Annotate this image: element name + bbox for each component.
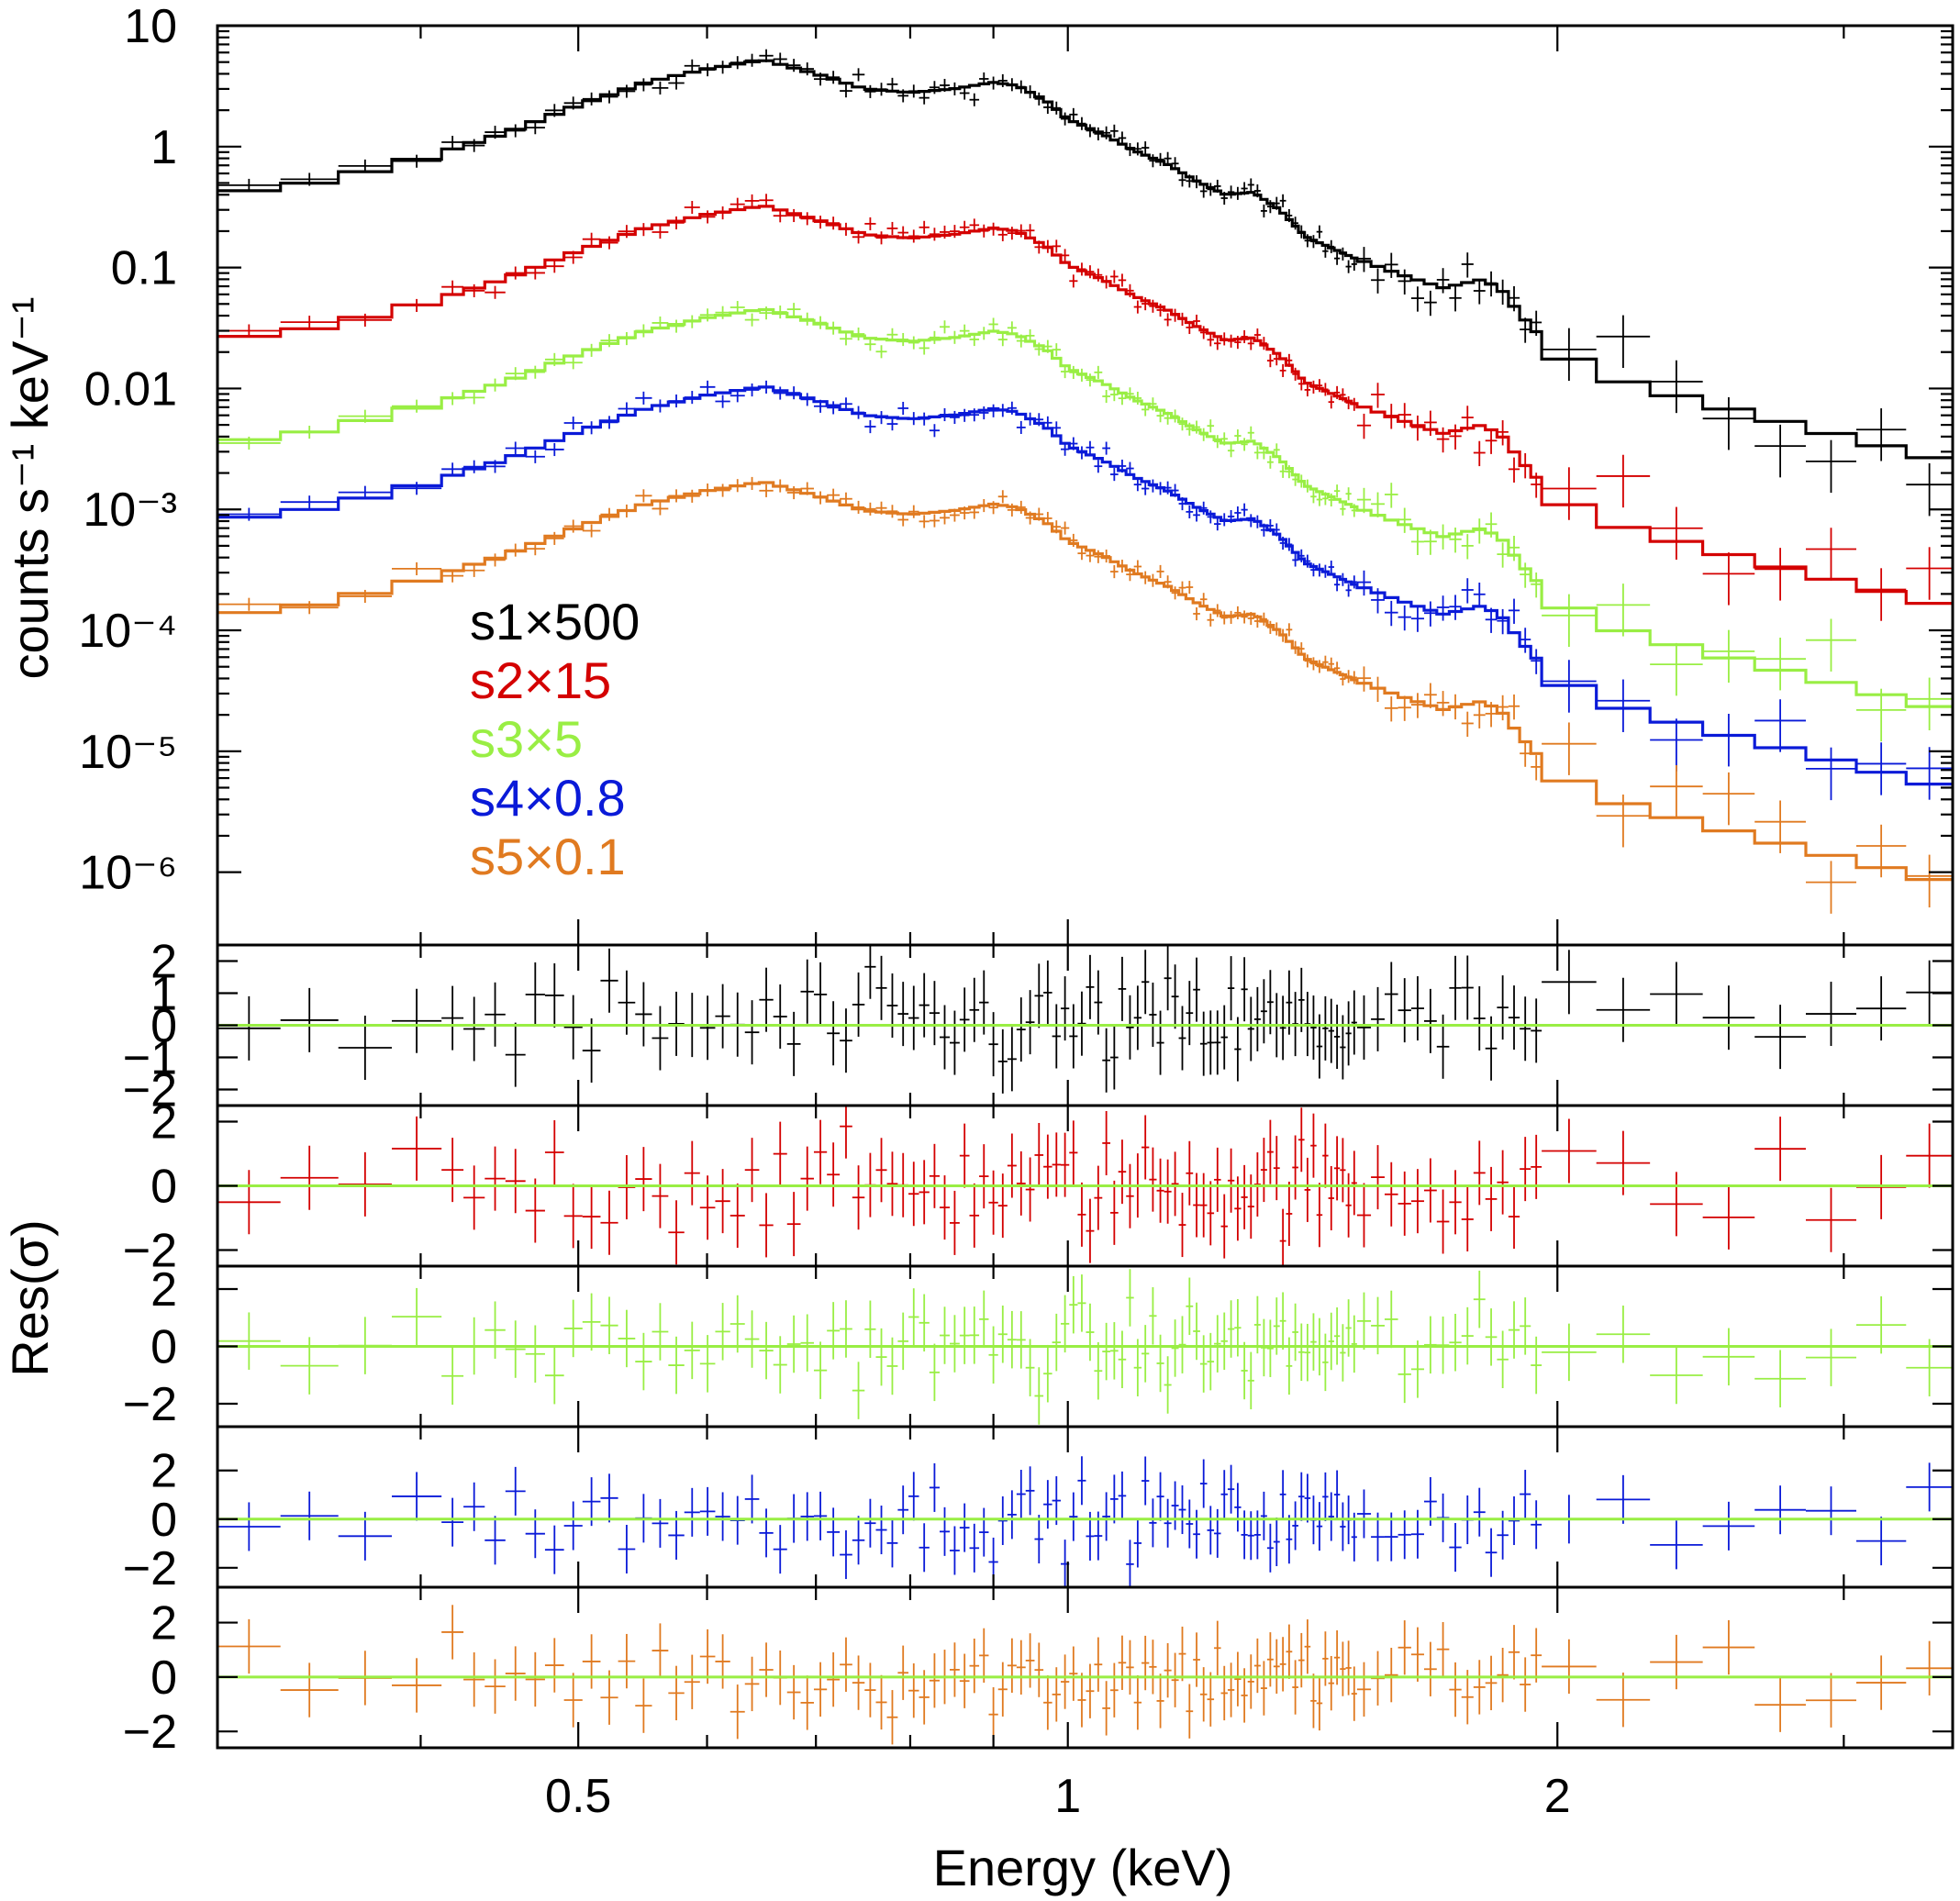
y-tick-label: 1 — [150, 121, 177, 174]
res-y-tick-label: 0 — [150, 1651, 177, 1705]
spectrum-panel: 10 1 0.1 0.01 10⁻³ 10⁻⁴ 10⁻⁵ 10⁻⁶ — [78, 0, 1954, 947]
res-y-tick-label: 2 — [150, 1597, 177, 1651]
y-axis-label-residuals: Res(σ) — [1, 1219, 59, 1376]
res-y-tick-label: 0 — [150, 1000, 177, 1053]
legend-entry-5: s5×0.1 — [470, 828, 626, 885]
res-y-tick-label: 2 — [150, 1096, 177, 1150]
legend-entry-2: s2×15 — [470, 651, 611, 709]
residual-panel-2: −2 0 2 — [123, 1096, 1954, 1278]
res-y-tick-label: −2 — [123, 1542, 177, 1595]
y-tick-label: 10 — [124, 0, 177, 53]
spectrum-series-3 — [217, 301, 1953, 742]
legend-entry-3: s3×5 — [470, 710, 583, 768]
res-y-tick-label: 2 — [150, 1445, 177, 1498]
spectrum-series-4 — [217, 380, 1953, 801]
residual-panel-4: −202 — [123, 1425, 1954, 1595]
spectrum-series-1 — [217, 49, 1953, 517]
model-line-4 — [217, 385, 1953, 786]
legend-entry-1: s1×500 — [470, 593, 640, 650]
y-axis-label-spectrum: counts s⁻¹ keV⁻¹ — [1, 296, 59, 679]
residual-panel-3: −202 — [123, 1263, 1954, 1431]
model-line-2 — [217, 205, 1953, 606]
res-y-tick-label: 0 — [150, 1321, 177, 1374]
model-line-1 — [217, 59, 1953, 460]
res-y-tick-label: 1 — [150, 968, 177, 1021]
residual-panel-5: −202 — [123, 1585, 1954, 1759]
res-y-tick-label: 0 — [150, 1494, 177, 1547]
x-axis: 0.5 1 2 — [545, 1770, 1571, 1823]
residual-frame — [216, 1585, 1954, 1750]
x-tick-label: 0.5 — [545, 1770, 611, 1823]
y-tick-label: 10⁻³ — [83, 484, 177, 537]
res-y-tick-label: −1 — [123, 1032, 177, 1085]
res-y-tick-label: 0 — [150, 1161, 177, 1214]
res-y-tick-label: −2 — [123, 1706, 177, 1759]
res-y-tick-label: 2 — [150, 936, 177, 989]
model-line-3 — [217, 307, 1953, 708]
y-tick-label: 10⁻⁶ — [79, 847, 177, 900]
y-tick-label: 10⁻⁵ — [79, 726, 177, 779]
spectrum-series-2 — [217, 194, 1953, 621]
x-tick-label: 2 — [1544, 1770, 1571, 1823]
spectrum-series-5 — [217, 476, 1953, 914]
y-tick-label: 0.1 — [111, 242, 177, 295]
res-y-tick-label: 2 — [150, 1263, 177, 1317]
x-tick-label: 1 — [1054, 1770, 1081, 1823]
legend-entry-4: s4×0.8 — [470, 769, 626, 827]
y-tick-label: 10⁻⁴ — [78, 605, 177, 658]
y-tick-label: 0.01 — [84, 362, 177, 416]
x-axis-label: Energy (keV) — [933, 1839, 1233, 1896]
res-y-tick-label: −2 — [123, 1064, 177, 1117]
res-y-tick-label: −2 — [123, 1378, 177, 1431]
res-y-tick-label: −2 — [123, 1225, 177, 1278]
